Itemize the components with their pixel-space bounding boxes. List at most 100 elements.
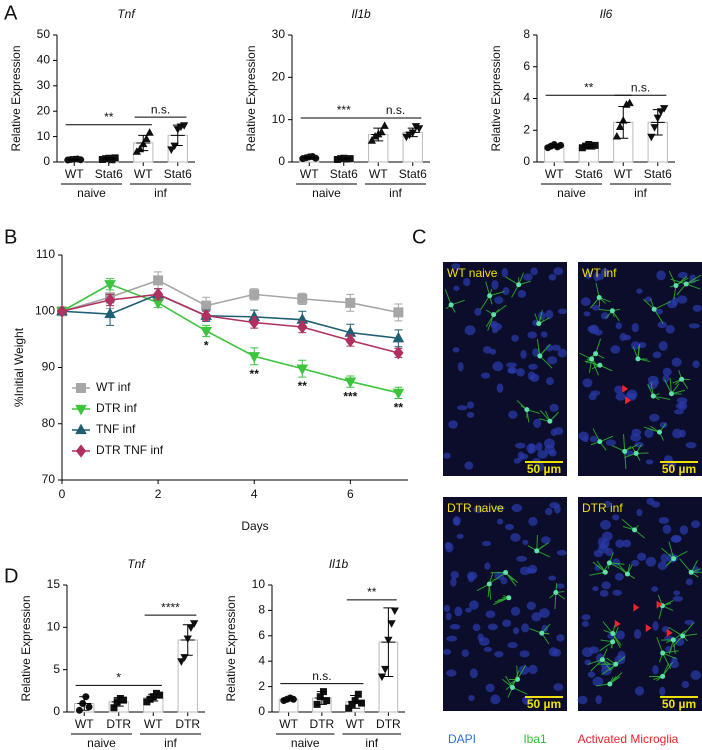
microglia-process: [485, 304, 507, 331]
nucleus: [452, 516, 461, 526]
nucleus: [529, 373, 540, 382]
error-bar: [302, 156, 317, 160]
nucleus: [481, 540, 492, 547]
nucleus: [659, 686, 666, 697]
nucleus: [578, 431, 589, 441]
significance-label: n.s.: [386, 103, 405, 117]
nucleus: [645, 459, 654, 465]
x-tick-label: WT: [279, 717, 298, 731]
point: [377, 673, 387, 682]
microglia-process: [589, 560, 606, 576]
nucleus: [463, 277, 471, 287]
nucleus: [593, 549, 603, 558]
nucleus: [674, 637, 685, 647]
microglia-body: [606, 560, 612, 566]
point: [390, 607, 399, 616]
nucleus: [553, 427, 564, 435]
nucleus: [615, 539, 625, 548]
nucleus: [449, 623, 461, 630]
nucleus: [450, 577, 457, 587]
nucleus: [637, 552, 647, 561]
point: [296, 364, 309, 376]
y-axis-label: Relative Expression: [9, 45, 23, 151]
microglia-body: [679, 376, 685, 382]
y-tick-label: 80: [42, 416, 56, 430]
nucleus: [671, 357, 682, 367]
nucleus: [662, 374, 670, 383]
point: [345, 333, 356, 348]
microglia-body: [670, 637, 676, 643]
nucleus: [528, 363, 538, 370]
nucleus: [600, 519, 612, 530]
nucleus: [650, 380, 660, 386]
significance-label: *: [204, 339, 209, 353]
nucleus: [454, 606, 463, 617]
group-label: inf: [634, 186, 647, 200]
micrograph-legend: DAPI: [448, 732, 476, 746]
nucleus: [669, 660, 680, 669]
nucleus: [551, 344, 561, 351]
y-tick-label: 4: [258, 653, 265, 667]
microglia-process: [664, 377, 686, 395]
nucleus: [546, 377, 554, 386]
x-tick-label: DTR: [376, 717, 401, 731]
x-tick-label: WT: [369, 167, 388, 181]
point: [156, 691, 164, 699]
y-tick-label: 10: [47, 620, 61, 634]
activated-arrow: [614, 619, 621, 628]
error-bar: [581, 144, 596, 149]
nucleus: [445, 542, 454, 553]
nucleus: [456, 533, 464, 539]
x-tick-label: DTR: [106, 717, 131, 731]
microglia-body: [448, 302, 454, 308]
nucleus: [496, 383, 504, 393]
point: [393, 346, 404, 360]
nucleus: [494, 651, 504, 658]
significance-label: *: [116, 671, 121, 685]
activated-arrow: [625, 396, 632, 405]
nucleus: [649, 413, 660, 422]
nucleus: [592, 676, 604, 687]
point: [170, 142, 179, 151]
microglia-body: [671, 556, 677, 562]
significance-label: **: [584, 80, 594, 94]
x-tick-label: 0: [59, 487, 66, 501]
nucleus: [652, 665, 659, 675]
microglia-process: [598, 308, 621, 322]
y-tick-label: 0: [278, 154, 285, 168]
point: [56, 304, 68, 318]
microglia-process: [649, 662, 674, 681]
nucleus: [590, 390, 601, 396]
microglia-body: [624, 571, 630, 577]
nucleus: [443, 604, 451, 613]
nucleus: [464, 325, 476, 336]
y-axis-label: Relative Expression: [224, 595, 238, 701]
nucleus: [537, 461, 545, 472]
y-tick-label: 30: [37, 78, 51, 92]
legend-label: DTR TNF inf: [96, 443, 164, 457]
micrograph-label: WT naive: [447, 266, 498, 280]
point: [380, 121, 389, 129]
microglia-process: [587, 648, 611, 672]
nucleus: [531, 612, 542, 622]
nucleus: [508, 410, 518, 419]
nucleus: [539, 608, 550, 618]
error-bar: [67, 158, 82, 161]
error-bar: [111, 697, 126, 707]
nucleus: [532, 348, 540, 357]
microglia-body: [553, 589, 559, 595]
y-tick-label: 2: [523, 122, 530, 136]
point: [180, 654, 189, 662]
y-tick-label: 90: [42, 360, 56, 374]
nucleus: [623, 334, 632, 341]
error-bar: [180, 624, 195, 656]
nucleus: [545, 309, 554, 320]
series-line: [61, 279, 399, 314]
micrograph: WT inf 50 µm: [578, 262, 702, 476]
micrograph-bg: [443, 497, 567, 711]
point: [152, 287, 164, 302]
y-axis-label: Relative Expression: [19, 595, 33, 701]
microglia-process: [643, 423, 667, 441]
point: [650, 124, 659, 132]
nucleus: [585, 271, 592, 280]
